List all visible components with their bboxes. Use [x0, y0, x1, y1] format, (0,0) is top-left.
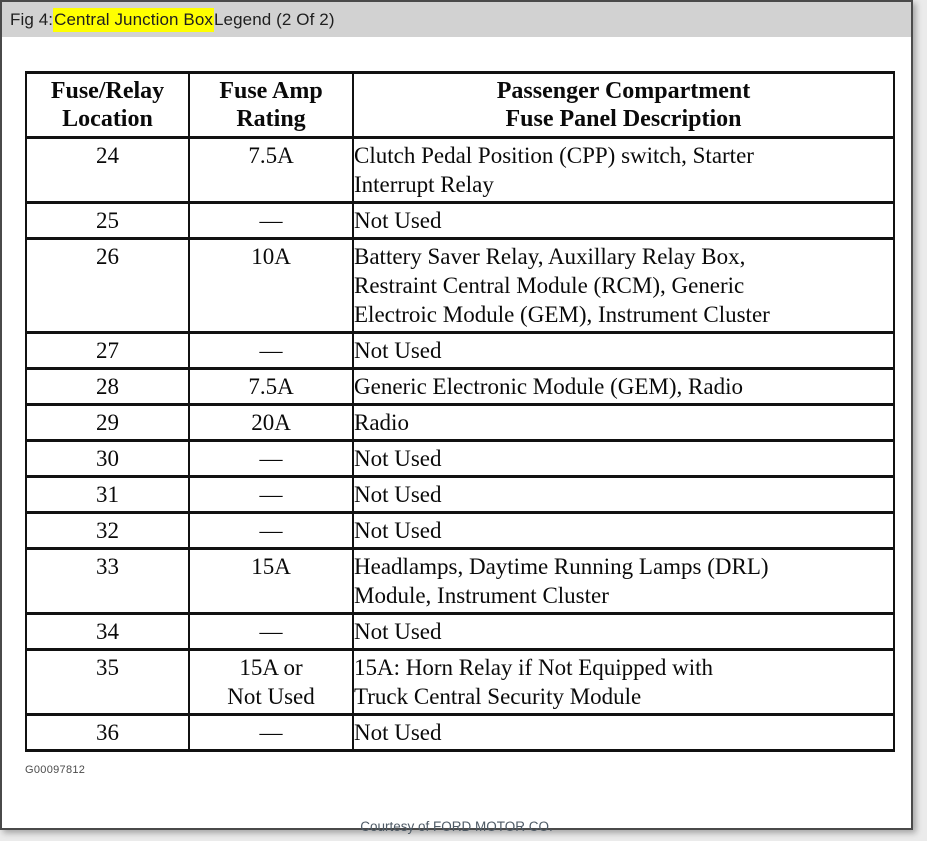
location-cell: 34 — [25, 612, 190, 651]
table-row: 33 15A Headlamps, Daytime Running Lamps (D… — [25, 547, 895, 615]
location-cell: 27 — [25, 331, 190, 370]
location-cell: 30 — [25, 439, 190, 478]
table-row: 29 20A Radio — [25, 403, 895, 442]
col-header-fuse-panel-description: Passenger Compartment Fuse Panel Descrip… — [352, 71, 895, 139]
rating-cell: — — [188, 439, 354, 478]
figure-id: G00097812 — [25, 764, 86, 776]
location-cell: 35 — [25, 648, 190, 716]
fuse-legend-table: Fuse/Relay Location Fuse Amp Rating Pass… — [25, 71, 895, 752]
location-cell: 26 — [25, 237, 190, 334]
description-cell: Radio — [352, 403, 895, 442]
col-header-fuse-relay-location: Fuse/Relay Location — [25, 71, 190, 139]
rating-cell: — — [188, 511, 354, 550]
table-row: 27— Not Used — [25, 331, 895, 370]
description-cell: Generic Electronic Module (GEM), Radio — [352, 367, 895, 406]
courtesy-line: Courtesy of FORD MOTOR CO. — [360, 819, 553, 834]
description-cell: Not Used — [352, 612, 895, 651]
rating-cell: — — [188, 713, 354, 752]
table-row: 35 15A or Not Used 15A: Horn Relay if Not … — [25, 648, 895, 716]
table-row: 26 10A Battery Saver Relay, Auxillary Rela… — [25, 237, 895, 334]
location-cell: 25 — [25, 201, 190, 240]
rating-cell: — — [188, 201, 354, 240]
table-row: 24 7.5A Clutch Pedal Position (CPP) switch… — [25, 136, 895, 204]
description-cell: Not Used — [352, 201, 895, 240]
rating-cell: 15A or Not Used — [188, 648, 354, 716]
rating-cell: 7.5A — [188, 367, 354, 406]
description-cell: Clutch Pedal Position (CPP) switch, Star… — [352, 136, 895, 204]
table-row: 25— Not Used — [25, 201, 895, 240]
figure-title-bar: Fig 4: Central Junction Box Legend (2 Of… — [2, 2, 911, 37]
description-cell: Headlamps, Daytime Running Lamps (DRL) M… — [352, 547, 895, 615]
figure-title-highlight: Central Junction Box — [53, 7, 214, 32]
figure-panel: Fig 4: Central Junction Box Legend (2 Of… — [0, 0, 913, 834]
table-row: 28 7.5A Generic Electronic Module (GEM), R… — [25, 367, 895, 406]
col-header-fuse-amp-rating: Fuse Amp Rating — [188, 71, 354, 139]
description-cell: Not Used — [352, 439, 895, 478]
table-row: 34— Not Used — [25, 612, 895, 651]
location-cell: 24 — [25, 136, 190, 204]
description-cell: Not Used — [352, 475, 895, 514]
table-row: 36— Not Used — [25, 713, 895, 752]
description-cell: 15A: Horn Relay if Not Equipped with Tru… — [352, 648, 895, 716]
location-cell: 29 — [25, 403, 190, 442]
table-row: 30— Not Used — [25, 439, 895, 478]
description-cell: Not Used — [352, 511, 895, 550]
rating-cell: — — [188, 331, 354, 370]
figure-title-prefix: Fig 4: — [10, 9, 54, 29]
figure-title-suffix: Legend (2 Of 2) — [214, 9, 335, 29]
rating-cell: 10A — [188, 237, 354, 334]
table-row: 31— Not Used — [25, 475, 895, 514]
description-cell: Battery Saver Relay, Auxillary Relay Box… — [352, 237, 895, 334]
rating-cell: 15A — [188, 547, 354, 615]
description-cell: Not Used — [352, 713, 895, 752]
table-row: 32— Not Used — [25, 511, 895, 550]
location-cell: 32 — [25, 511, 190, 550]
location-cell: 36 — [25, 713, 190, 752]
rating-cell: 20A — [188, 403, 354, 442]
table-header-row: Fuse/Relay Location Fuse Amp Rating Pass… — [25, 71, 895, 139]
rating-cell: — — [188, 475, 354, 514]
description-cell: Not Used — [352, 331, 895, 370]
location-cell: 31 — [25, 475, 190, 514]
rating-cell: — — [188, 612, 354, 651]
location-cell: 33 — [25, 547, 190, 615]
location-cell: 28 — [25, 367, 190, 406]
rating-cell: 7.5A — [188, 136, 354, 204]
